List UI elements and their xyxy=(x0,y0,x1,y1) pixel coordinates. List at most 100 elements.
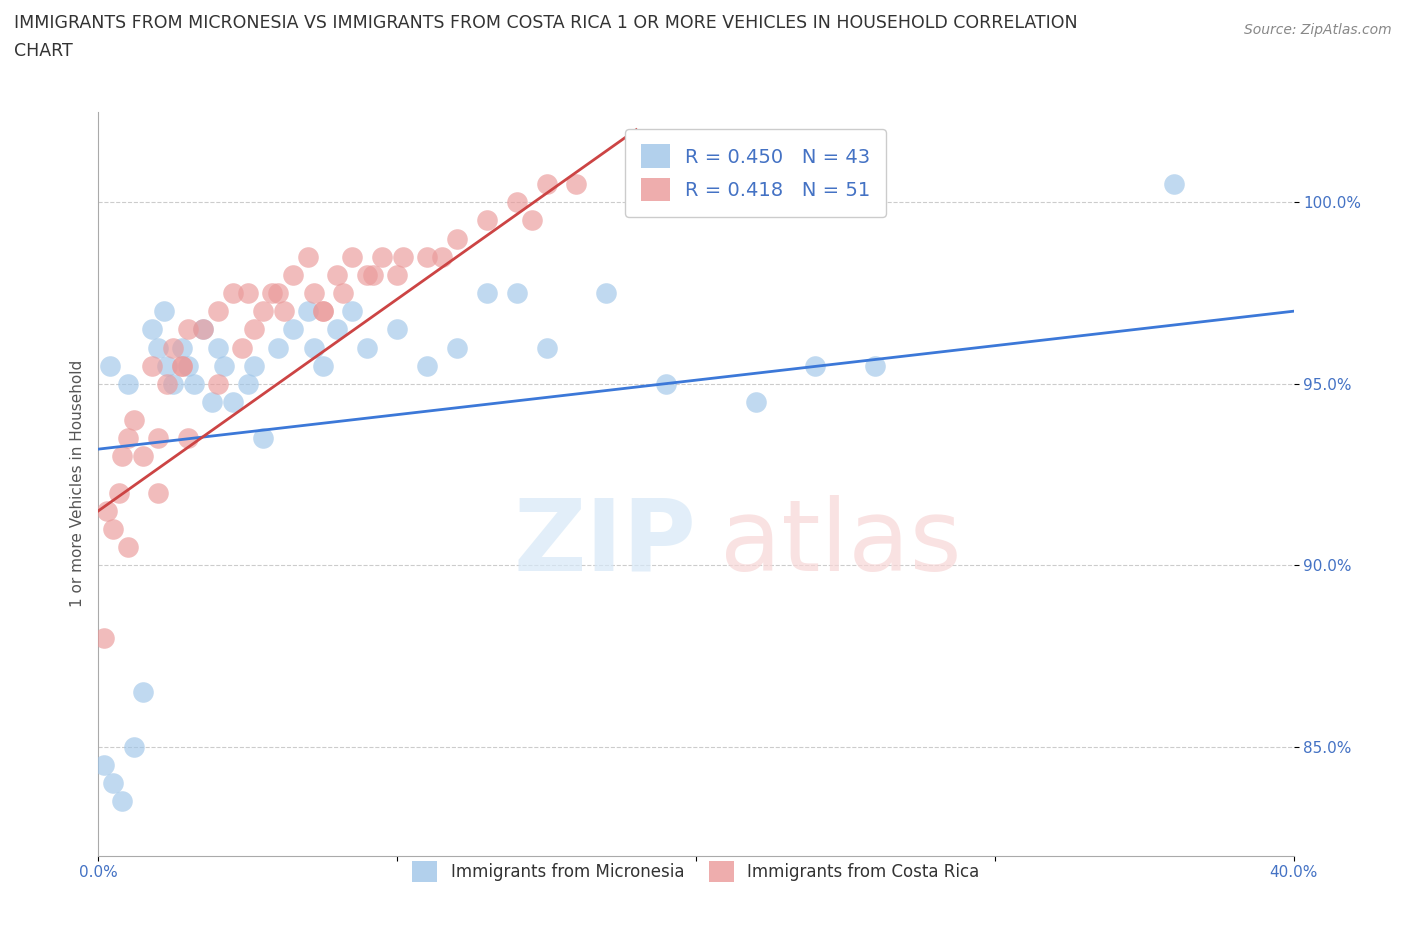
Point xyxy=(96,503,118,518)
Point xyxy=(98,358,122,373)
Point xyxy=(342,249,364,264)
Point xyxy=(506,286,529,300)
Point xyxy=(222,394,245,409)
Point xyxy=(267,340,290,355)
Point xyxy=(446,232,468,246)
Point xyxy=(124,739,146,754)
Text: ZIP: ZIP xyxy=(513,495,696,591)
Point xyxy=(416,358,439,373)
Point xyxy=(804,358,827,373)
Point xyxy=(385,322,409,337)
Point xyxy=(356,268,378,283)
Legend: Immigrants from Micronesia, Immigrants from Costa Rica: Immigrants from Micronesia, Immigrants f… xyxy=(405,855,987,888)
Point xyxy=(326,322,349,337)
Point xyxy=(371,249,394,264)
Point xyxy=(207,340,229,355)
Point xyxy=(172,358,194,373)
Text: atlas: atlas xyxy=(720,495,962,591)
Point xyxy=(655,377,678,392)
Point xyxy=(191,322,214,337)
Text: IMMIGRANTS FROM MICRONESIA VS IMMIGRANTS FROM COSTA RICA 1 OR MORE VEHICLES IN H: IMMIGRANTS FROM MICRONESIA VS IMMIGRANTS… xyxy=(14,14,1077,32)
Point xyxy=(111,449,134,464)
Point xyxy=(212,358,235,373)
Point xyxy=(141,322,163,337)
Point xyxy=(172,358,194,373)
Point xyxy=(392,249,415,264)
Point xyxy=(416,249,439,264)
Point xyxy=(252,304,274,319)
Point xyxy=(1163,177,1185,192)
Point xyxy=(132,684,155,699)
Point xyxy=(177,358,200,373)
Point xyxy=(141,358,163,373)
Point xyxy=(446,340,468,355)
Point xyxy=(243,358,266,373)
Point xyxy=(302,286,325,300)
Point xyxy=(865,358,887,373)
Point xyxy=(231,340,253,355)
Point xyxy=(363,268,385,283)
Point xyxy=(177,431,200,445)
Point xyxy=(565,177,588,192)
Point xyxy=(207,377,229,392)
Point xyxy=(475,213,498,228)
Point xyxy=(162,340,184,355)
Point xyxy=(342,903,364,918)
Point xyxy=(430,249,453,264)
Y-axis label: 1 or more Vehicles in Household: 1 or more Vehicles in Household xyxy=(69,360,84,607)
Point xyxy=(103,776,125,790)
Point xyxy=(297,304,319,319)
Point xyxy=(281,322,304,337)
Point xyxy=(177,322,200,337)
Point xyxy=(156,377,179,392)
Point xyxy=(183,377,205,392)
Point xyxy=(281,268,304,283)
Point xyxy=(148,485,170,500)
Point xyxy=(311,358,333,373)
Text: CHART: CHART xyxy=(14,42,73,60)
Point xyxy=(148,431,170,445)
Point xyxy=(297,249,319,264)
Point xyxy=(273,304,295,319)
Point xyxy=(506,195,529,210)
Point xyxy=(311,304,333,319)
Point xyxy=(191,322,214,337)
Point xyxy=(117,431,139,445)
Point xyxy=(236,286,259,300)
Point xyxy=(311,304,333,319)
Point xyxy=(132,449,155,464)
Point xyxy=(342,304,364,319)
Point xyxy=(595,286,617,300)
Point xyxy=(162,377,184,392)
Point xyxy=(745,394,768,409)
Point xyxy=(252,431,274,445)
Point xyxy=(260,286,283,300)
Point xyxy=(124,413,146,428)
Point xyxy=(385,268,409,283)
Point xyxy=(172,340,194,355)
Point xyxy=(93,631,115,645)
Point xyxy=(93,757,115,772)
Point xyxy=(148,340,170,355)
Point xyxy=(222,286,245,300)
Point xyxy=(103,522,125,537)
Point xyxy=(117,539,139,554)
Point xyxy=(302,340,325,355)
Point xyxy=(156,358,179,373)
Point xyxy=(332,286,354,300)
Point xyxy=(536,177,558,192)
Point xyxy=(207,304,229,319)
Point xyxy=(243,322,266,337)
Point xyxy=(520,213,543,228)
Point xyxy=(475,286,498,300)
Point xyxy=(356,340,378,355)
Point xyxy=(117,377,139,392)
Point xyxy=(153,304,176,319)
Point xyxy=(201,394,224,409)
Point xyxy=(267,286,290,300)
Point xyxy=(326,268,349,283)
Point xyxy=(236,377,259,392)
Text: Source: ZipAtlas.com: Source: ZipAtlas.com xyxy=(1244,23,1392,37)
Point xyxy=(108,485,131,500)
Point xyxy=(536,340,558,355)
